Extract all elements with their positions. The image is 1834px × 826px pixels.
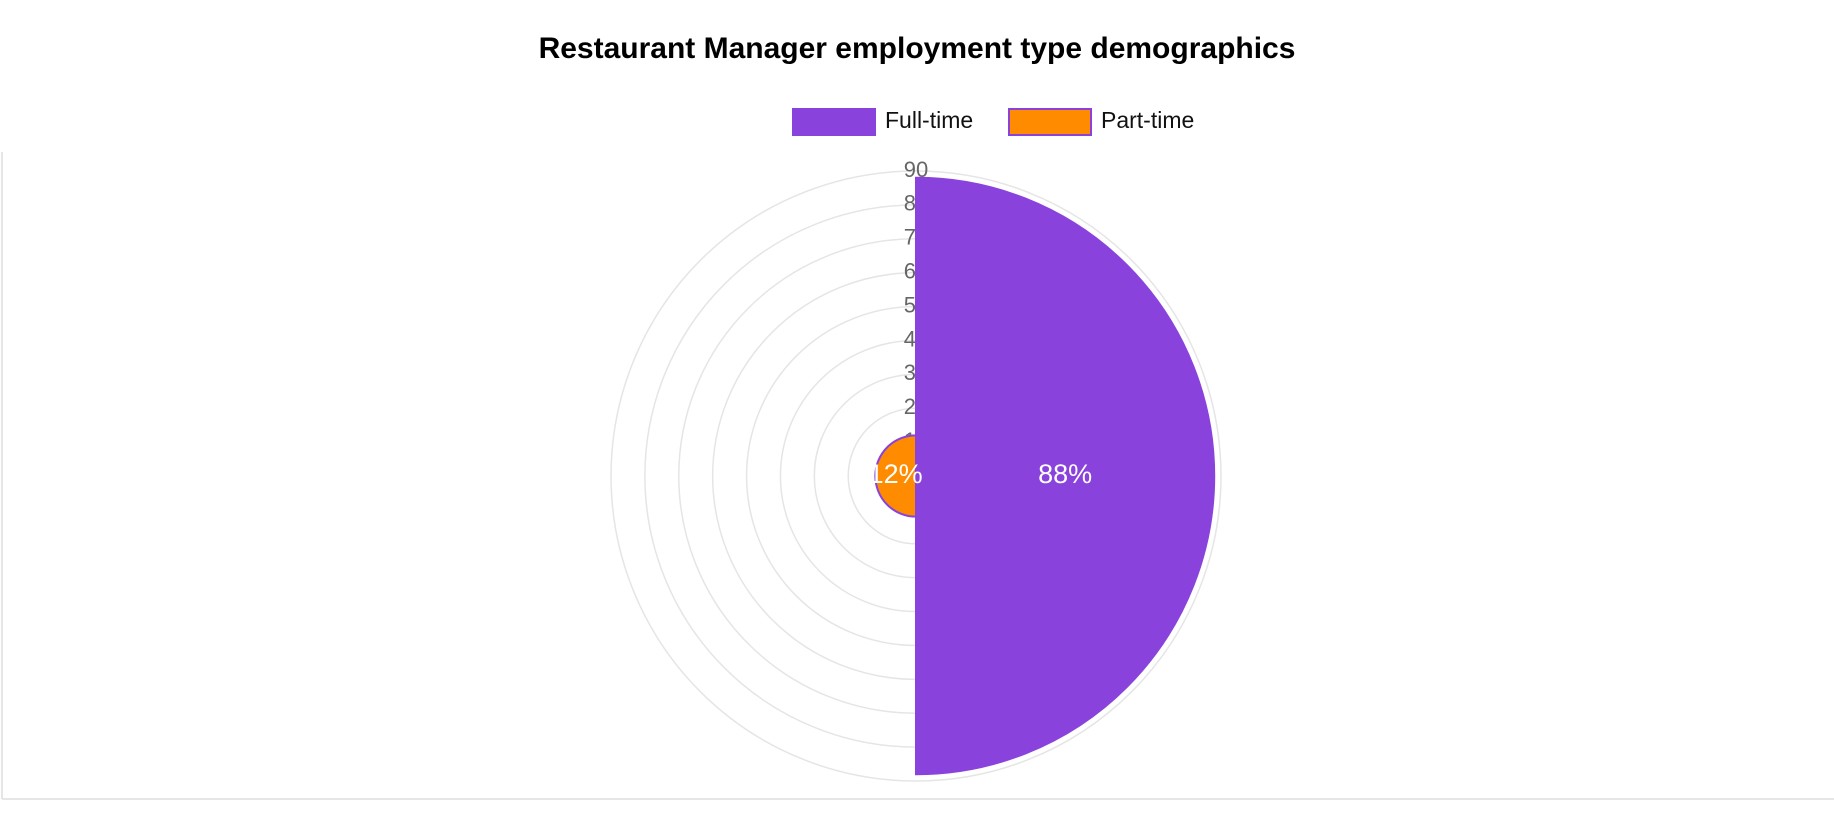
legend-swatch[interactable] [792, 108, 876, 136]
sector [915, 176, 1216, 776]
value-label: 88% [1038, 459, 1092, 489]
legend-swatch[interactable] [1008, 108, 1092, 136]
sector [874, 434, 917, 518]
value-label: 12% [869, 459, 923, 489]
chart-title: Restaurant Manager employment type demog… [539, 32, 1296, 65]
legend-label[interactable]: Full-time [885, 107, 973, 133]
grid-circle [610, 170, 1222, 782]
legend-label[interactable]: Part-time [1101, 107, 1194, 133]
